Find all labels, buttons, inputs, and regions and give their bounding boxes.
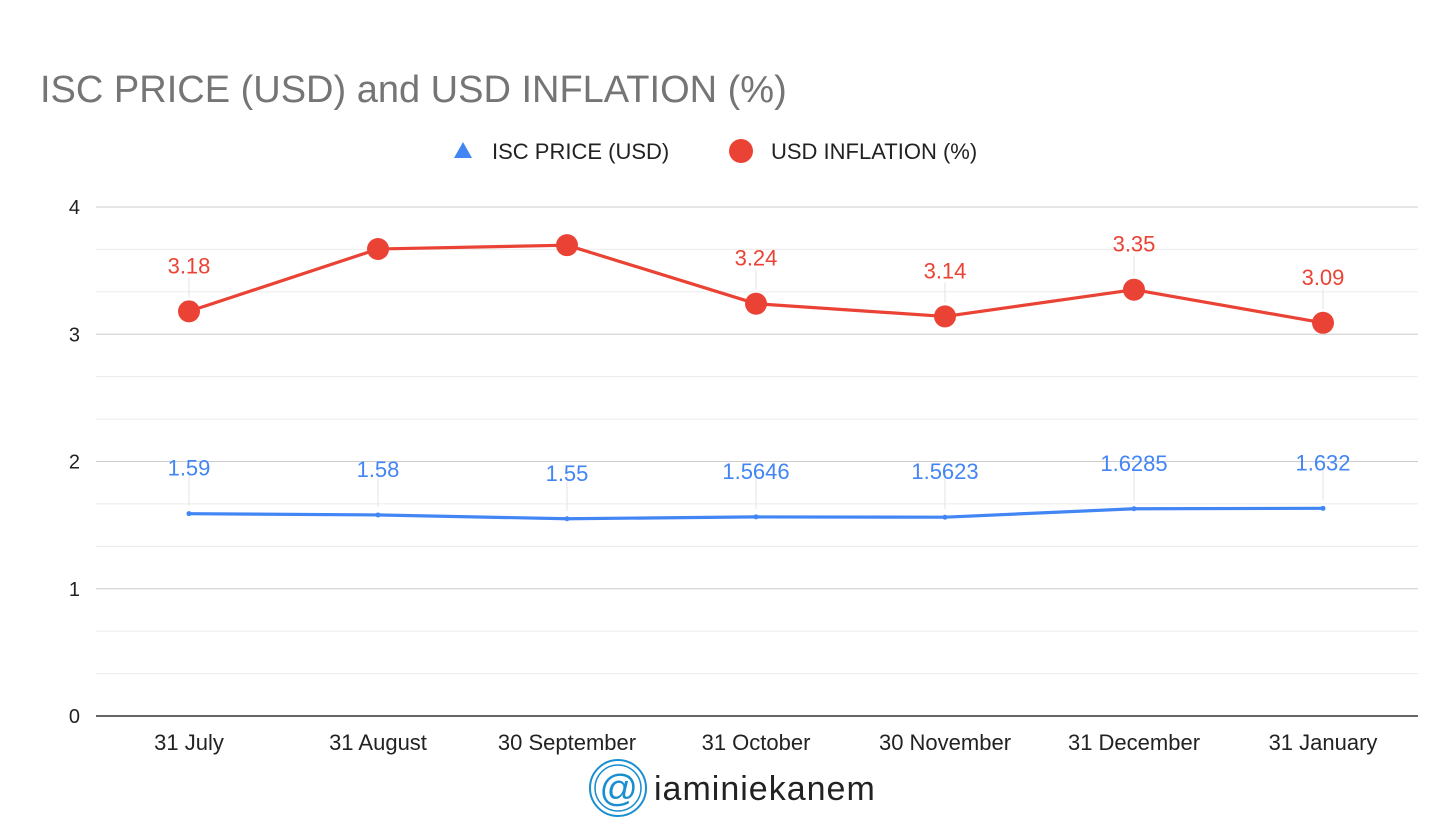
y-axis-ticks: 0 1 2 3 4	[69, 197, 80, 728]
series-usd-inflation: 3.18 3.24 3.14 3.35 3.09	[168, 232, 1345, 334]
at-icon	[589, 759, 647, 817]
triangle-icon	[454, 142, 472, 158]
data-point[interactable]	[753, 514, 759, 520]
data-label: 3.18	[168, 253, 211, 278]
y-tick-label: 2	[69, 452, 80, 474]
data-point[interactable]	[1320, 505, 1326, 511]
data-label: 3.24	[735, 246, 778, 271]
x-tick-label: 30 September	[498, 730, 636, 755]
data-label: 1.58	[357, 457, 400, 482]
data-point[interactable]	[186, 511, 192, 517]
watermark-text: iaminiekanem	[654, 770, 876, 808]
legend-item-usd-inflation[interactable]: USD INFLATION (%)	[729, 139, 977, 164]
at-symbol: @	[599, 768, 638, 810]
data-label: 1.5623	[911, 459, 978, 484]
y-tick-label: 0	[69, 706, 80, 728]
x-tick-label: 31 October	[702, 730, 811, 755]
data-point[interactable]	[1312, 311, 1334, 334]
data-label: 1.55	[546, 461, 589, 486]
data-label: 1.5646	[722, 459, 789, 484]
y-tick-label: 4	[69, 197, 80, 219]
x-tick-label: 31 January	[1269, 730, 1378, 755]
watermark: @ iaminiekanem	[589, 759, 876, 817]
y-tick-label: 3	[69, 324, 80, 346]
data-point[interactable]	[934, 305, 956, 328]
circle-icon	[729, 139, 753, 163]
x-axis-ticks: 31 July 31 August 30 September 31 October 30…	[154, 730, 1377, 755]
series-isc-price: 1.59 1.58 1.55 1.5646 1.5623 1.6285 1.632	[168, 450, 1351, 522]
data-point[interactable]	[564, 516, 570, 522]
x-tick-label: 31 December	[1068, 730, 1200, 755]
data-point[interactable]	[745, 292, 767, 315]
data-label: 1.59	[168, 456, 211, 481]
data-label: 3.09	[1302, 265, 1345, 290]
chart-title: ISC PRICE (USD) and USD INFLATION (%)	[40, 69, 787, 111]
x-tick-label: 31 July	[154, 730, 224, 755]
data-point[interactable]	[178, 300, 200, 323]
data-point[interactable]	[1123, 278, 1145, 301]
legend-item-isc-price[interactable]: ISC PRICE (USD)	[454, 139, 669, 164]
data-label: 3.14	[924, 258, 967, 283]
data-label: 3.35	[1113, 232, 1156, 257]
legend-label-isc-price: ISC PRICE (USD)	[492, 139, 669, 164]
data-label: 1.632	[1295, 450, 1350, 475]
at-icon-ring	[594, 764, 642, 812]
y-tick-label: 1	[69, 579, 80, 601]
data-point[interactable]	[375, 512, 381, 518]
legend: ISC PRICE (USD) USD INFLATION (%)	[454, 139, 977, 164]
data-point[interactable]	[367, 237, 389, 260]
data-point[interactable]	[942, 514, 948, 520]
grid	[96, 206, 1418, 717]
data-point[interactable]	[556, 234, 578, 257]
legend-label-usd-inflation: USD INFLATION (%)	[771, 139, 977, 164]
data-label: 1.6285	[1100, 451, 1167, 476]
x-tick-label: 30 November	[879, 730, 1011, 755]
x-tick-label: 31 August	[329, 730, 427, 755]
data-point[interactable]	[1131, 506, 1137, 512]
